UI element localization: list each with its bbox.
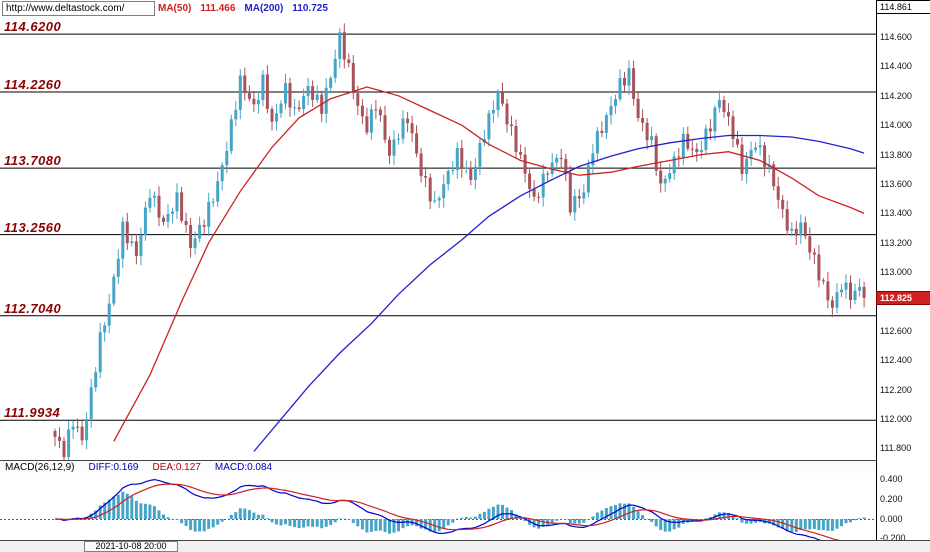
price-tick: 113.800 bbox=[880, 150, 912, 160]
price-tick: 112.000 bbox=[880, 414, 912, 424]
price-tick: 114.000 bbox=[880, 120, 912, 130]
price-tick: 113.200 bbox=[880, 238, 912, 248]
price-tick: 113.000 bbox=[880, 267, 912, 277]
current-price-badge: 112.825 bbox=[876, 291, 930, 305]
ma200-label: MA(200) bbox=[244, 3, 284, 14]
time-axis-bar[interactable] bbox=[0, 540, 930, 552]
price-tick: 112.400 bbox=[880, 355, 912, 365]
macd-hist-value: MACD:0.084 bbox=[214, 462, 273, 473]
macd-title: MACD(26,12,9) bbox=[5, 462, 75, 473]
url-box[interactable]: http://www.deltastock.com/ bbox=[2, 1, 155, 16]
ma50-label: MA(50) bbox=[158, 3, 192, 14]
price-tick: 114.600 bbox=[880, 32, 912, 42]
macd-tick: -0.200 bbox=[880, 533, 906, 543]
price-tick: 114.400 bbox=[880, 61, 912, 71]
macd-header: MACD(26,12,9) DIFF:0.169 DEA:0.127 MACD:… bbox=[0, 460, 876, 473]
price-tick: 111.800 bbox=[880, 443, 912, 453]
price-tick: 114.200 bbox=[880, 91, 912, 101]
level-label: 113.7080 bbox=[4, 153, 62, 168]
ma50-value: 111.466 bbox=[200, 3, 236, 14]
level-label: 114.2260 bbox=[4, 77, 62, 92]
price-tick: 112.600 bbox=[880, 326, 912, 336]
ma200-value: 110.725 bbox=[292, 3, 328, 14]
macd-tick: 0.000 bbox=[880, 514, 903, 524]
timestamp-box: 2021-10-08 20:00 bbox=[84, 541, 178, 552]
macd-tick: 0.200 bbox=[880, 494, 903, 504]
price-tick: 113.600 bbox=[880, 179, 912, 189]
price-tick: 112.200 bbox=[880, 385, 912, 395]
price-tick: 113.400 bbox=[880, 208, 912, 218]
level-label: 112.7040 bbox=[4, 301, 62, 316]
macd-tick: 0.400 bbox=[880, 474, 903, 484]
axis-max-badge: 114.861 bbox=[876, 0, 930, 14]
macd-dea-value: DEA:0.127 bbox=[152, 462, 201, 473]
level-label: 111.9934 bbox=[4, 405, 61, 420]
macd-diff-value: DIFF:0.169 bbox=[88, 462, 139, 473]
level-label: 113.2560 bbox=[4, 220, 62, 235]
level-label: 114.6200 bbox=[4, 19, 62, 34]
ma-legend: MA(50) 111.466 MA(200) 110.725 bbox=[158, 2, 328, 15]
